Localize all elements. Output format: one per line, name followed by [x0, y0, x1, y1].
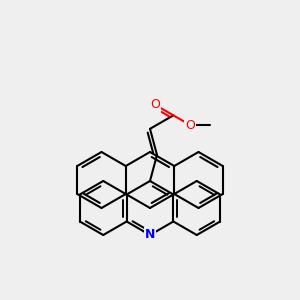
Text: N: N	[145, 229, 155, 242]
Text: O: O	[150, 98, 160, 111]
Text: O: O	[185, 119, 195, 132]
